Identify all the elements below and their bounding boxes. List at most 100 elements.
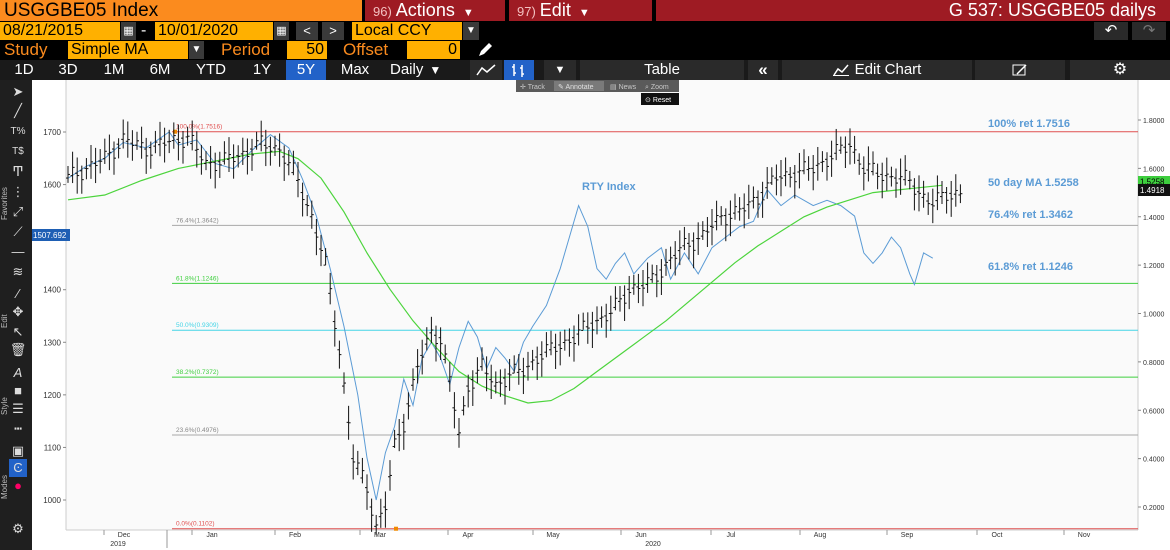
price-chart[interactable]: 100.0%(1.7516) 76.4%(1.3642) 61.8%(1.1246)… bbox=[32, 80, 1170, 550]
ohlc-bar bbox=[944, 186, 949, 214]
frequency-select[interactable]: Daily ▼ bbox=[384, 60, 458, 80]
ohlc-bar bbox=[429, 316, 434, 344]
study-select[interactable]: Simple MA bbox=[68, 41, 188, 59]
ohlc-bar bbox=[871, 151, 875, 176]
percent-icon[interactable]: T% bbox=[10, 126, 26, 137]
reset-button[interactable] bbox=[641, 93, 679, 105]
end-calendar-icon[interactable]: ▦ bbox=[274, 22, 289, 40]
ohlc-bar bbox=[595, 306, 599, 335]
line-draw-icon[interactable]: ╱ bbox=[14, 103, 22, 118]
cursor-arrow-icon[interactable]: ➤ bbox=[12, 84, 24, 99]
ohlc-bar bbox=[806, 156, 811, 181]
channel-icon[interactable]: ≋ bbox=[12, 264, 24, 279]
mini-track-button[interactable]: ✛ Track bbox=[520, 83, 545, 91]
currency-select[interactable]: Local CCY bbox=[352, 22, 462, 40]
mini-annotate-button[interactable]: ✎ Annotate bbox=[558, 84, 594, 91]
ohlc-bar bbox=[733, 193, 737, 220]
right-tick-label-8: 1.8000 bbox=[1143, 118, 1165, 125]
ohlc-bar bbox=[466, 374, 471, 408]
ohlc-bar bbox=[535, 346, 540, 381]
ohlc-bar bbox=[756, 190, 760, 218]
edit-menu[interactable]: 97) Edit ▼ bbox=[509, 0, 652, 21]
date-separator: - bbox=[141, 22, 147, 39]
font-icon[interactable]: A bbox=[13, 365, 23, 380]
text-tool-icon[interactable]: Ͳ bbox=[12, 164, 24, 179]
prev-period-button[interactable]: < bbox=[296, 22, 318, 40]
style-section-label: Style bbox=[0, 397, 9, 415]
tab-3d[interactable]: 3D bbox=[58, 61, 78, 78]
table-button[interactable]: Table bbox=[580, 60, 744, 80]
ohlc-bar bbox=[746, 184, 751, 220]
ray-line-icon[interactable]: ⟋ bbox=[13, 224, 23, 239]
study-caret-icon[interactable]: ▼ bbox=[189, 41, 204, 59]
fib-anchor-top bbox=[173, 129, 177, 134]
line-chart-icon[interactable] bbox=[470, 60, 502, 80]
draw-settings-icon[interactable] bbox=[975, 60, 1065, 80]
undo-icon[interactable]: ↶ bbox=[1094, 22, 1128, 40]
line-weight-icon[interactable]: ☰ bbox=[12, 401, 24, 416]
ohlc-bar bbox=[484, 356, 489, 392]
move-icon[interactable]: ✥ bbox=[12, 304, 24, 319]
ohlc-bar bbox=[760, 181, 765, 218]
ticker-field[interactable]: USGGBE05 Index bbox=[0, 0, 362, 21]
bar-chart-icon[interactable] bbox=[504, 60, 534, 80]
ohlc-bar bbox=[70, 151, 75, 184]
trend-line-icon[interactable]: ⤢ bbox=[12, 204, 24, 219]
tab-max[interactable]: Max bbox=[340, 61, 370, 78]
tab-1m[interactable]: 1M bbox=[103, 61, 125, 78]
select-icon[interactable]: ↖ bbox=[12, 324, 24, 339]
fibonacci-icon[interactable]: ⋮ bbox=[11, 184, 25, 199]
period-input[interactable]: 50 bbox=[287, 41, 327, 59]
collapse-icon[interactable]: « bbox=[748, 60, 778, 80]
fill-box-icon[interactable]: ■ bbox=[14, 383, 22, 398]
dollar-icon[interactable]: T$ bbox=[12, 146, 24, 157]
left-tick-label-0: 1000 bbox=[43, 496, 61, 505]
ohlc-bar bbox=[259, 120, 264, 152]
mini-news-button[interactable]: ▤ News bbox=[610, 84, 637, 91]
tab-5y[interactable]: 5Y bbox=[286, 60, 326, 80]
start-date-field[interactable]: 08/21/2015 bbox=[0, 22, 120, 40]
actions-menu[interactable]: 96) Actions ▼ bbox=[365, 0, 505, 21]
ohlc-bar bbox=[659, 259, 664, 296]
tab-ytd[interactable]: YTD bbox=[196, 61, 226, 78]
trash-icon[interactable]: 🗑 bbox=[9, 342, 27, 357]
modes-grid-icon[interactable]: ▣ bbox=[11, 443, 25, 458]
magnet-icon[interactable]: Ͼ bbox=[9, 459, 27, 477]
horizontal-line-icon[interactable]: — bbox=[11, 244, 25, 259]
chart-type-caret-icon[interactable]: ▼ bbox=[544, 60, 576, 80]
ohlc-bar bbox=[79, 165, 84, 194]
offset-input[interactable]: 0 bbox=[407, 41, 460, 59]
x-year-label-1: 2020 bbox=[645, 541, 661, 548]
ohlc-bar bbox=[549, 330, 553, 356]
gear-icon[interactable]: ⚙ bbox=[1070, 60, 1170, 80]
pencil-icon[interactable] bbox=[475, 40, 495, 60]
tab-1d[interactable]: 1D bbox=[14, 61, 34, 78]
currency-caret-icon[interactable]: ▼ bbox=[463, 22, 479, 40]
ohlc-bar bbox=[521, 357, 526, 395]
ohlc-bar bbox=[245, 138, 250, 175]
ohlc-bar bbox=[682, 226, 687, 251]
marker-icon[interactable]: ⁄ bbox=[16, 286, 20, 301]
ohlc-bar bbox=[240, 137, 245, 165]
ohlc-bar bbox=[544, 332, 549, 358]
dash-style-icon[interactable]: ┅ bbox=[14, 421, 22, 436]
ohlc-bar bbox=[949, 180, 954, 217]
color-palette-icon[interactable]: ● bbox=[14, 478, 22, 493]
start-calendar-icon[interactable]: ▦ bbox=[121, 22, 136, 40]
ohlc-bar bbox=[558, 331, 563, 366]
edit-chart-button[interactable]: Edit Chart bbox=[782, 60, 972, 80]
tab-6m[interactable]: 6M bbox=[149, 61, 171, 78]
fib-label-4: 38.2%(0.7372) bbox=[176, 369, 219, 376]
end-date-field[interactable]: 10/01/2020 bbox=[155, 22, 273, 40]
settings-icon[interactable]: ⚙ bbox=[12, 521, 24, 536]
fib-label-5: 23.6%(0.4976) bbox=[176, 427, 219, 434]
ohlc-bar bbox=[935, 175, 940, 211]
next-period-button[interactable]: > bbox=[322, 22, 344, 40]
ohlc-bar bbox=[383, 491, 388, 528]
tab-1y[interactable]: 1Y bbox=[252, 61, 272, 78]
redo-icon[interactable]: ↷ bbox=[1132, 22, 1166, 40]
ohlc-bar bbox=[217, 151, 222, 178]
ohlc-bar bbox=[590, 311, 595, 348]
ohlc-bar bbox=[848, 128, 852, 165]
mini-zoom-button[interactable]: ⌕ Zoom bbox=[645, 84, 669, 91]
